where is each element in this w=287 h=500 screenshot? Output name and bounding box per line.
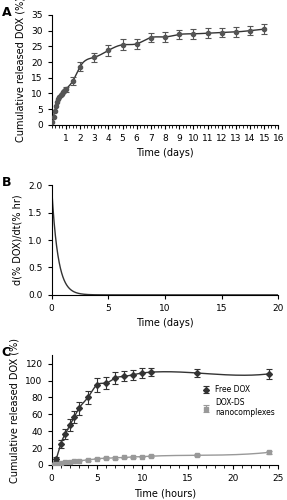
X-axis label: Time (hours): Time (hours): [134, 488, 196, 498]
Y-axis label: Cumulative released DOX (%): Cumulative released DOX (%): [15, 0, 26, 142]
Y-axis label: Cumulative released DOX (%): Cumulative released DOX (%): [10, 338, 20, 482]
X-axis label: Time (days): Time (days): [136, 318, 194, 328]
Text: C: C: [2, 346, 11, 360]
Y-axis label: d(% DOX)/dt(% hr): d(% DOX)/dt(% hr): [13, 194, 23, 286]
Text: A: A: [2, 6, 11, 19]
X-axis label: Time (days): Time (days): [136, 148, 194, 158]
Legend: Free DOX, DOX-DS
nanocomplexes: Free DOX, DOX-DS nanocomplexes: [202, 385, 275, 418]
Text: B: B: [2, 176, 11, 190]
